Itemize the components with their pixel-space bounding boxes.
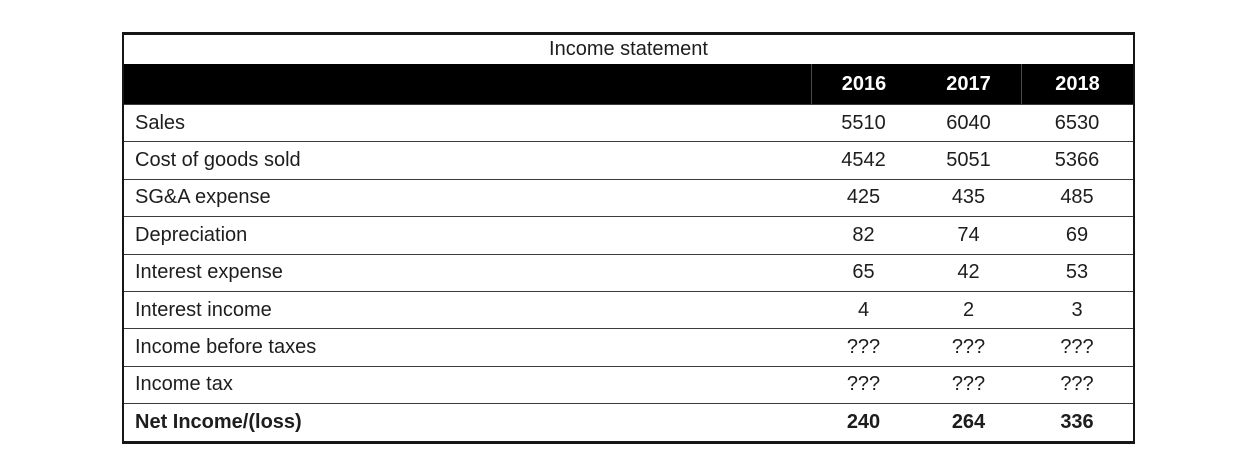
- table-row-interest-income: Interest income 4 2 3: [124, 290, 1133, 328]
- cell-value: 240: [846, 410, 881, 433]
- row-label: Income tax: [135, 373, 233, 396]
- cell-value: ???: [951, 373, 986, 396]
- year-header-2017: 2017: [946, 72, 991, 95]
- cell-value: ???: [1060, 336, 1094, 359]
- cell-value: 69: [1065, 223, 1089, 246]
- cell-value: 4542: [841, 149, 886, 172]
- cell-value: ???: [846, 336, 881, 359]
- cell-value: 264: [951, 410, 986, 433]
- row-label: Cost of goods sold: [135, 149, 301, 172]
- income-statement-table: Income statement 2016 2017 2018 Sales 55…: [122, 32, 1135, 444]
- cell-value: 5366: [1054, 149, 1100, 172]
- cell-value: 5510: [841, 111, 886, 134]
- table-row-sales: Sales 5510 6040 6530: [124, 104, 1133, 141]
- row-label: Depreciation: [135, 223, 248, 246]
- row-label: Net Income/(loss): [135, 410, 302, 433]
- table-row-interest-expense: Interest expense 65 42 53: [124, 253, 1133, 291]
- table-row-income-tax: Income tax ??? ??? ???: [124, 365, 1133, 403]
- cell-value: 74: [957, 223, 980, 246]
- row-label: Interest income: [135, 298, 272, 321]
- cell-value: 435: [951, 186, 986, 209]
- cell-value: 336: [1060, 410, 1094, 433]
- row-label: SG&A expense: [135, 186, 271, 209]
- cell-value: 6530: [1054, 111, 1100, 134]
- cell-value: 5051: [946, 149, 991, 172]
- cell-value: 4: [857, 298, 870, 321]
- table-row-cogs: Cost of goods sold 4542 5051 5366: [124, 141, 1133, 178]
- cell-value: 53: [1065, 261, 1089, 284]
- row-label: Interest expense: [135, 261, 283, 284]
- table-row-income-before-taxes: Income before taxes ??? ??? ???: [124, 328, 1133, 365]
- row-label: Income before taxes: [135, 336, 317, 359]
- cell-value: 42: [957, 261, 980, 284]
- cell-value: 425: [846, 186, 881, 209]
- cell-value: ???: [1060, 373, 1094, 396]
- table-title: Income statement: [549, 38, 708, 60]
- year-header-2018: 2018: [1021, 64, 1133, 104]
- cell-value: 485: [1060, 186, 1094, 209]
- row-label: Sales: [135, 111, 186, 134]
- year-header-2016: 2016: [811, 64, 916, 104]
- cell-value: ???: [951, 336, 986, 359]
- table-row-depreciation: Depreciation 82 74 69: [124, 216, 1133, 253]
- cell-value: 6040: [946, 111, 991, 134]
- table-row-net-income: Net Income/(loss) 240 264 336: [124, 403, 1133, 440]
- table-row-sga: SG&A expense 425 435 485: [124, 178, 1133, 216]
- year-header-row: 2016 2017 2018: [124, 64, 1133, 104]
- cell-value: 82: [852, 223, 875, 246]
- table-title-row: Income statement: [124, 35, 1133, 64]
- cell-value: ???: [846, 373, 881, 396]
- cell-value: 2: [962, 298, 975, 321]
- cell-value: 3: [1071, 298, 1083, 321]
- cell-value: 65: [852, 261, 875, 284]
